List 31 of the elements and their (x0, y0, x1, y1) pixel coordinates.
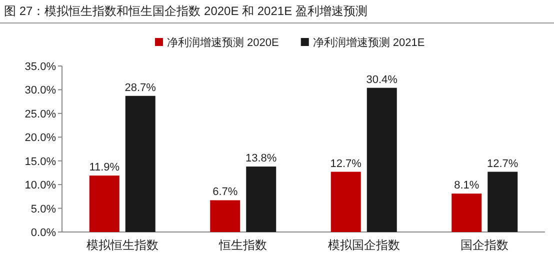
y-tick-label: 30.0% (24, 84, 56, 97)
data-label: 13.8% (246, 152, 277, 165)
y-tick-label: 20.0% (24, 132, 56, 144)
y-tick-label: 35.0% (24, 61, 56, 73)
x-tick-label: 国企指数 (460, 238, 509, 252)
bar (89, 176, 120, 232)
chart-title: 图 27：模拟恒生指数和恒生国企指数 2020E 和 2021E 盈利增速预测 (4, 4, 368, 18)
bar (366, 88, 397, 232)
data-label: 30.4% (366, 74, 398, 86)
bar (210, 200, 240, 232)
data-label: 8.1% (454, 180, 480, 192)
y-tick-label: 25.0% (24, 108, 56, 120)
bar (452, 194, 482, 232)
data-label: 12.7% (487, 158, 518, 170)
y-tick-label: 5.0% (30, 203, 56, 216)
x-tick-label: 模拟国企指数 (328, 238, 400, 252)
x-tick-label: 恒生指数 (218, 238, 268, 252)
bar (246, 166, 276, 232)
legend-label: 净利润增速预测 2021E (312, 36, 425, 49)
data-label: 11.9% (89, 162, 120, 174)
x-tick-label: 模拟恒生指数 (86, 238, 158, 252)
data-label: 6.7% (212, 186, 238, 198)
data-label: 28.7% (124, 82, 156, 94)
data-label: 12.7% (330, 158, 362, 170)
bar (125, 96, 156, 232)
bar (488, 172, 518, 232)
bar (330, 172, 361, 232)
y-tick-label: 15.0% (24, 156, 56, 168)
legend-label: 净利润增速预测 2020E (167, 36, 279, 49)
y-tick-label: 0.0% (30, 227, 56, 239)
y-tick-label: 10.0% (24, 180, 56, 192)
